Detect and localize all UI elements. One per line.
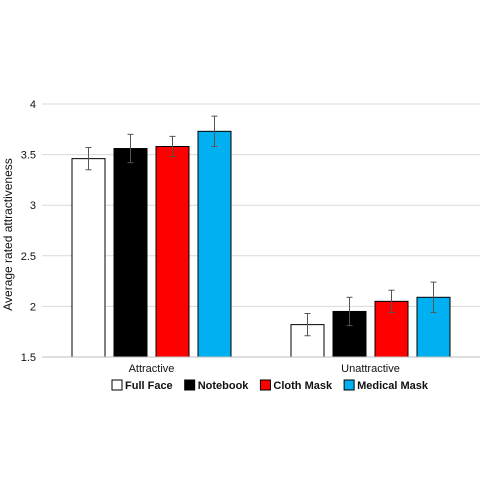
legend-swatch	[184, 379, 196, 391]
error-bar	[85, 147, 92, 171]
legend-item: Notebook	[184, 379, 250, 392]
y-tick-label: 1.5	[21, 352, 36, 364]
legend-label: Cloth Mask	[273, 380, 333, 392]
legend-label: Notebook	[198, 380, 250, 392]
legend-label: Medical Mask	[357, 380, 429, 392]
y-axis-ticks: 1.5 2 2.5 3 3.5 4	[21, 99, 36, 364]
legend-swatch	[259, 379, 271, 391]
legend-item: Cloth Mask	[259, 379, 333, 392]
legend-item: Medical Mask	[343, 379, 429, 392]
bar-full-face-attractive	[71, 158, 106, 358]
y-tick-label: 2.5	[21, 251, 36, 263]
legend-label: Full Face	[125, 380, 173, 392]
legend-swatch	[111, 379, 123, 391]
error-bar	[304, 312, 311, 337]
error-bar	[346, 296, 353, 327]
bar-notebook-attractive	[113, 148, 148, 358]
error-bar	[169, 135, 176, 158]
y-tick-label: 3.5	[21, 150, 36, 162]
bars	[71, 130, 451, 358]
error-bar	[430, 281, 437, 313]
bar-medical-mask-attractive	[197, 130, 232, 358]
error-bar	[127, 133, 134, 164]
grid-lines	[42, 103, 480, 358]
error-bar	[211, 115, 218, 148]
y-tick-label: 2	[30, 301, 36, 313]
y-axis-title: Average rated attractiveness	[1, 158, 15, 311]
y-tick-label: 4	[30, 99, 36, 111]
legend-item: Full Face	[111, 379, 173, 392]
category-labels: Attractive Unattractive	[129, 363, 400, 375]
bar-cloth-mask-attractive	[155, 146, 190, 358]
error-bars	[85, 115, 437, 337]
legend-swatch	[343, 379, 355, 391]
y-tick-label: 3	[30, 200, 36, 212]
legend: Full Face Notebook Cloth Mask Medical Mask	[111, 379, 429, 392]
error-bar	[388, 289, 395, 313]
x-category-label: Unattractive	[341, 363, 400, 375]
x-category-label: Attractive	[129, 363, 175, 375]
